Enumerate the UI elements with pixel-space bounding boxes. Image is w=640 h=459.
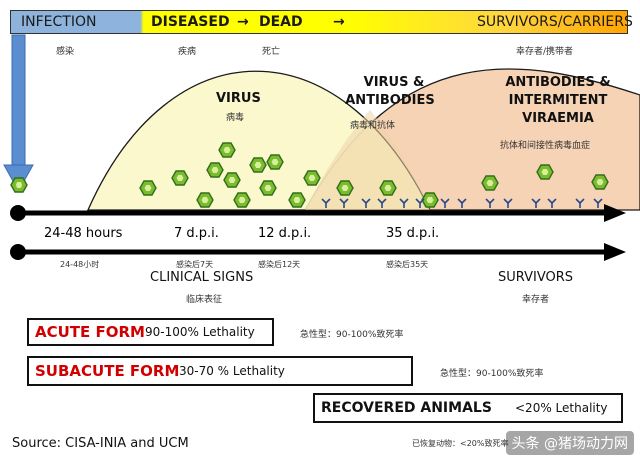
infection-arrow-shaft (11, 34, 26, 166)
timeline-label-7dpi: 7 d.p.i. (174, 226, 219, 241)
recovered-zh: 已恢复动物：<20%致死率 (412, 439, 509, 448)
virus-particle-icon (379, 180, 397, 196)
phase-antibodies-line3: VIRAEMIA (522, 111, 594, 126)
timeline-label-24-48h: 24-48 hours (44, 226, 123, 241)
timeline-label-35dpi: 35 d.p.i. (386, 226, 440, 241)
virus-particles (139, 142, 609, 208)
phase-virus-antibodies-zh: 病毒和抗体 (350, 121, 396, 131)
timeline-zh-12dpi: 感染后12天 (258, 260, 301, 269)
recovered-name: RECOVERED ANIMALS (321, 400, 492, 416)
virus-particle-icon (196, 192, 214, 208)
survivors-label: SURVIVORS (498, 270, 573, 285)
clinical-signs-label: CLINICAL SIGNS (150, 270, 254, 285)
virus-particle-icon (266, 154, 284, 170)
antibody-icon (547, 198, 557, 208)
virus-particle-icon (421, 192, 439, 208)
overlap-region (305, 110, 430, 210)
timeline-zh-35dpi: 感染后35天 (386, 260, 429, 269)
banner-survivors: SURVIVORS/CARRIERS (477, 14, 633, 30)
antibody-icon (503, 198, 513, 208)
antibody-icon (593, 198, 603, 208)
virus-particle-icon (288, 192, 306, 208)
antibody-icon (399, 198, 409, 208)
antibody-icon (377, 198, 387, 208)
phase-antibodies-zh: 抗体和间接性病毒血症 (500, 141, 591, 151)
subacute-form-box: SUBACUTE FORM 30-70 % Lethality (27, 356, 413, 386)
antibody-icon (321, 198, 331, 208)
phase-banner: INFECTION DISEASED → DEAD → SURVIVORS/CA… (10, 10, 633, 34)
banner-diseased: DISEASED (151, 14, 230, 30)
subacute-form-name: SUBACUTE FORM (35, 362, 180, 380)
antibody-icon (415, 198, 425, 208)
banner-arrow-2: → (333, 14, 345, 30)
virus-particle-icon (249, 157, 267, 173)
antibody-icon (440, 198, 450, 208)
acute-form-box: ACUTE FORM 90-100% Lethality (27, 318, 274, 346)
virus-particle-icon (336, 180, 354, 196)
virus-particle-icon (218, 142, 236, 158)
zh-disease: 疾病 (178, 47, 197, 57)
phase-virus-zh: 病毒 (226, 113, 245, 123)
acute-form-zh: 急性型：90-100%致死率 (300, 330, 404, 340)
virus-particle-icon (223, 172, 241, 188)
phase-antibodies-line2: INTERMITENT (508, 93, 608, 108)
antibody-icon (531, 198, 541, 208)
antibody-icon (457, 198, 467, 208)
timeline-top-arrowhead (604, 204, 626, 222)
clinical-signs-zh: 临床表征 (186, 295, 223, 305)
phase-virus-antibodies-line1: VIRUS & (363, 75, 425, 90)
phase-virus-antibodies-line2: ANTIBODIES (345, 93, 435, 108)
subacute-form-zh: 急性型：90-100%致死率 (440, 369, 544, 379)
phase-antibodies-line1: ANTIBODIES & (505, 75, 611, 90)
virus-particle-start (10, 177, 28, 193)
banner-dead: DEAD (259, 14, 303, 30)
antibody-marks (321, 198, 603, 208)
timeline-top-origin (10, 205, 26, 221)
subacute-form-rate: 30-70 % Lethality (179, 364, 285, 378)
virus-particle-icon (259, 180, 277, 196)
timeline-zh-7dpi: 感染后7天 (176, 260, 214, 269)
zh-survivors: 幸存者/携带者 (516, 47, 574, 57)
virus-particle-icon (481, 175, 499, 191)
acute-form-name: ACUTE FORM (35, 323, 145, 341)
antibody-icon (575, 198, 585, 208)
antibody-icon (361, 198, 371, 208)
timeline-label-12dpi: 12 d.p.i. (258, 226, 312, 241)
survivors-zh: 幸存者 (522, 295, 550, 305)
zh-death: 死亡 (262, 47, 281, 57)
timeline-bottom-arrowhead (604, 243, 626, 261)
recovered-box: RECOVERED ANIMALS <20% Lethality (313, 393, 623, 423)
timeline-zh-24-48h: 24-48小时 (60, 260, 100, 269)
virus-particle-icon (303, 170, 321, 186)
banner-arrow-1: → (237, 14, 249, 30)
zh-infection: 感染 (56, 47, 75, 57)
virus-particle-icon (233, 192, 251, 208)
virus-particle-icon (206, 162, 224, 178)
virus-particle-icon (171, 170, 189, 186)
watermark: 头条 @猪场动力网 (505, 431, 634, 455)
phase-virus-title: VIRUS (216, 91, 261, 106)
timeline-bottom-origin (10, 244, 26, 260)
virus-particle-icon (139, 180, 157, 196)
banner-infection: INFECTION (21, 14, 97, 30)
virus-particle-icon (536, 164, 554, 180)
antibody-icon (339, 198, 349, 208)
antibody-icon (485, 198, 495, 208)
acute-form-rate: 90-100% Lethality (145, 325, 255, 339)
recovered-rate: <20% Lethality (515, 401, 608, 415)
source-note: Source: CISA-INIA and UCM (12, 436, 189, 451)
virus-particle-icon (591, 174, 609, 190)
